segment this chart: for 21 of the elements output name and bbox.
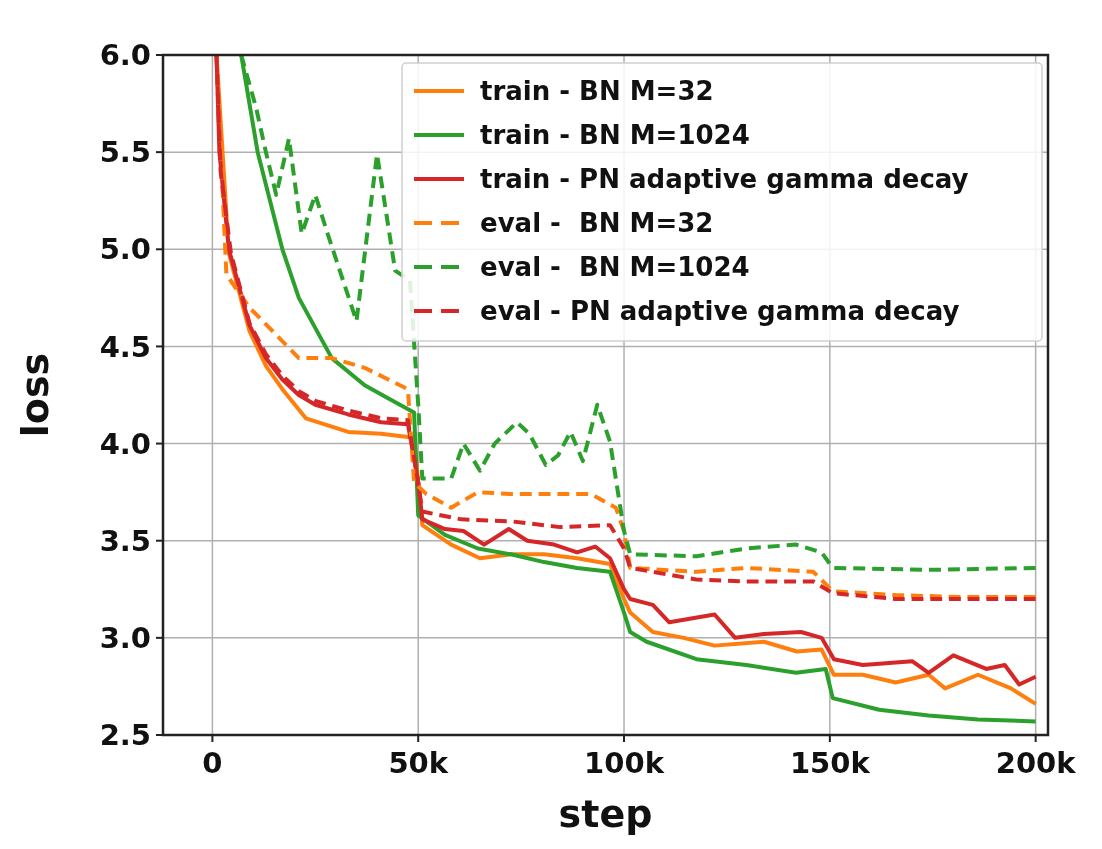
x-tick-label: 150k bbox=[789, 746, 871, 780]
legend-label: train - BN M=1024 bbox=[480, 120, 750, 151]
legend-label: eval - BN M=32 bbox=[480, 208, 714, 239]
y-tick-label: 4.0 bbox=[99, 426, 151, 461]
x-axis-title: step bbox=[558, 792, 653, 836]
legend-label: train - PN adaptive gamma decay bbox=[480, 164, 969, 195]
y-tick-label: 2.5 bbox=[99, 718, 151, 753]
x-tick-label: 100k bbox=[584, 746, 665, 780]
legend-label: eval - PN adaptive gamma decay bbox=[480, 296, 960, 327]
y-tick-label: 3.5 bbox=[99, 523, 151, 558]
y-tick-label: 3.0 bbox=[99, 621, 151, 656]
x-tick-label: 0 bbox=[202, 746, 223, 780]
y-tick-label: 4.5 bbox=[99, 329, 151, 364]
legend-label: train - BN M=32 bbox=[480, 76, 714, 107]
y-tick-label: 5.5 bbox=[99, 135, 151, 170]
x-tick-label: 50k bbox=[388, 746, 449, 780]
y-axis-title: loss bbox=[13, 352, 57, 438]
y-tick-label: 6.0 bbox=[99, 38, 151, 73]
x-tick-label: 200k bbox=[995, 746, 1077, 780]
legend-label: eval - BN M=1024 bbox=[480, 252, 750, 283]
y-tick-label: 5.0 bbox=[99, 232, 151, 267]
